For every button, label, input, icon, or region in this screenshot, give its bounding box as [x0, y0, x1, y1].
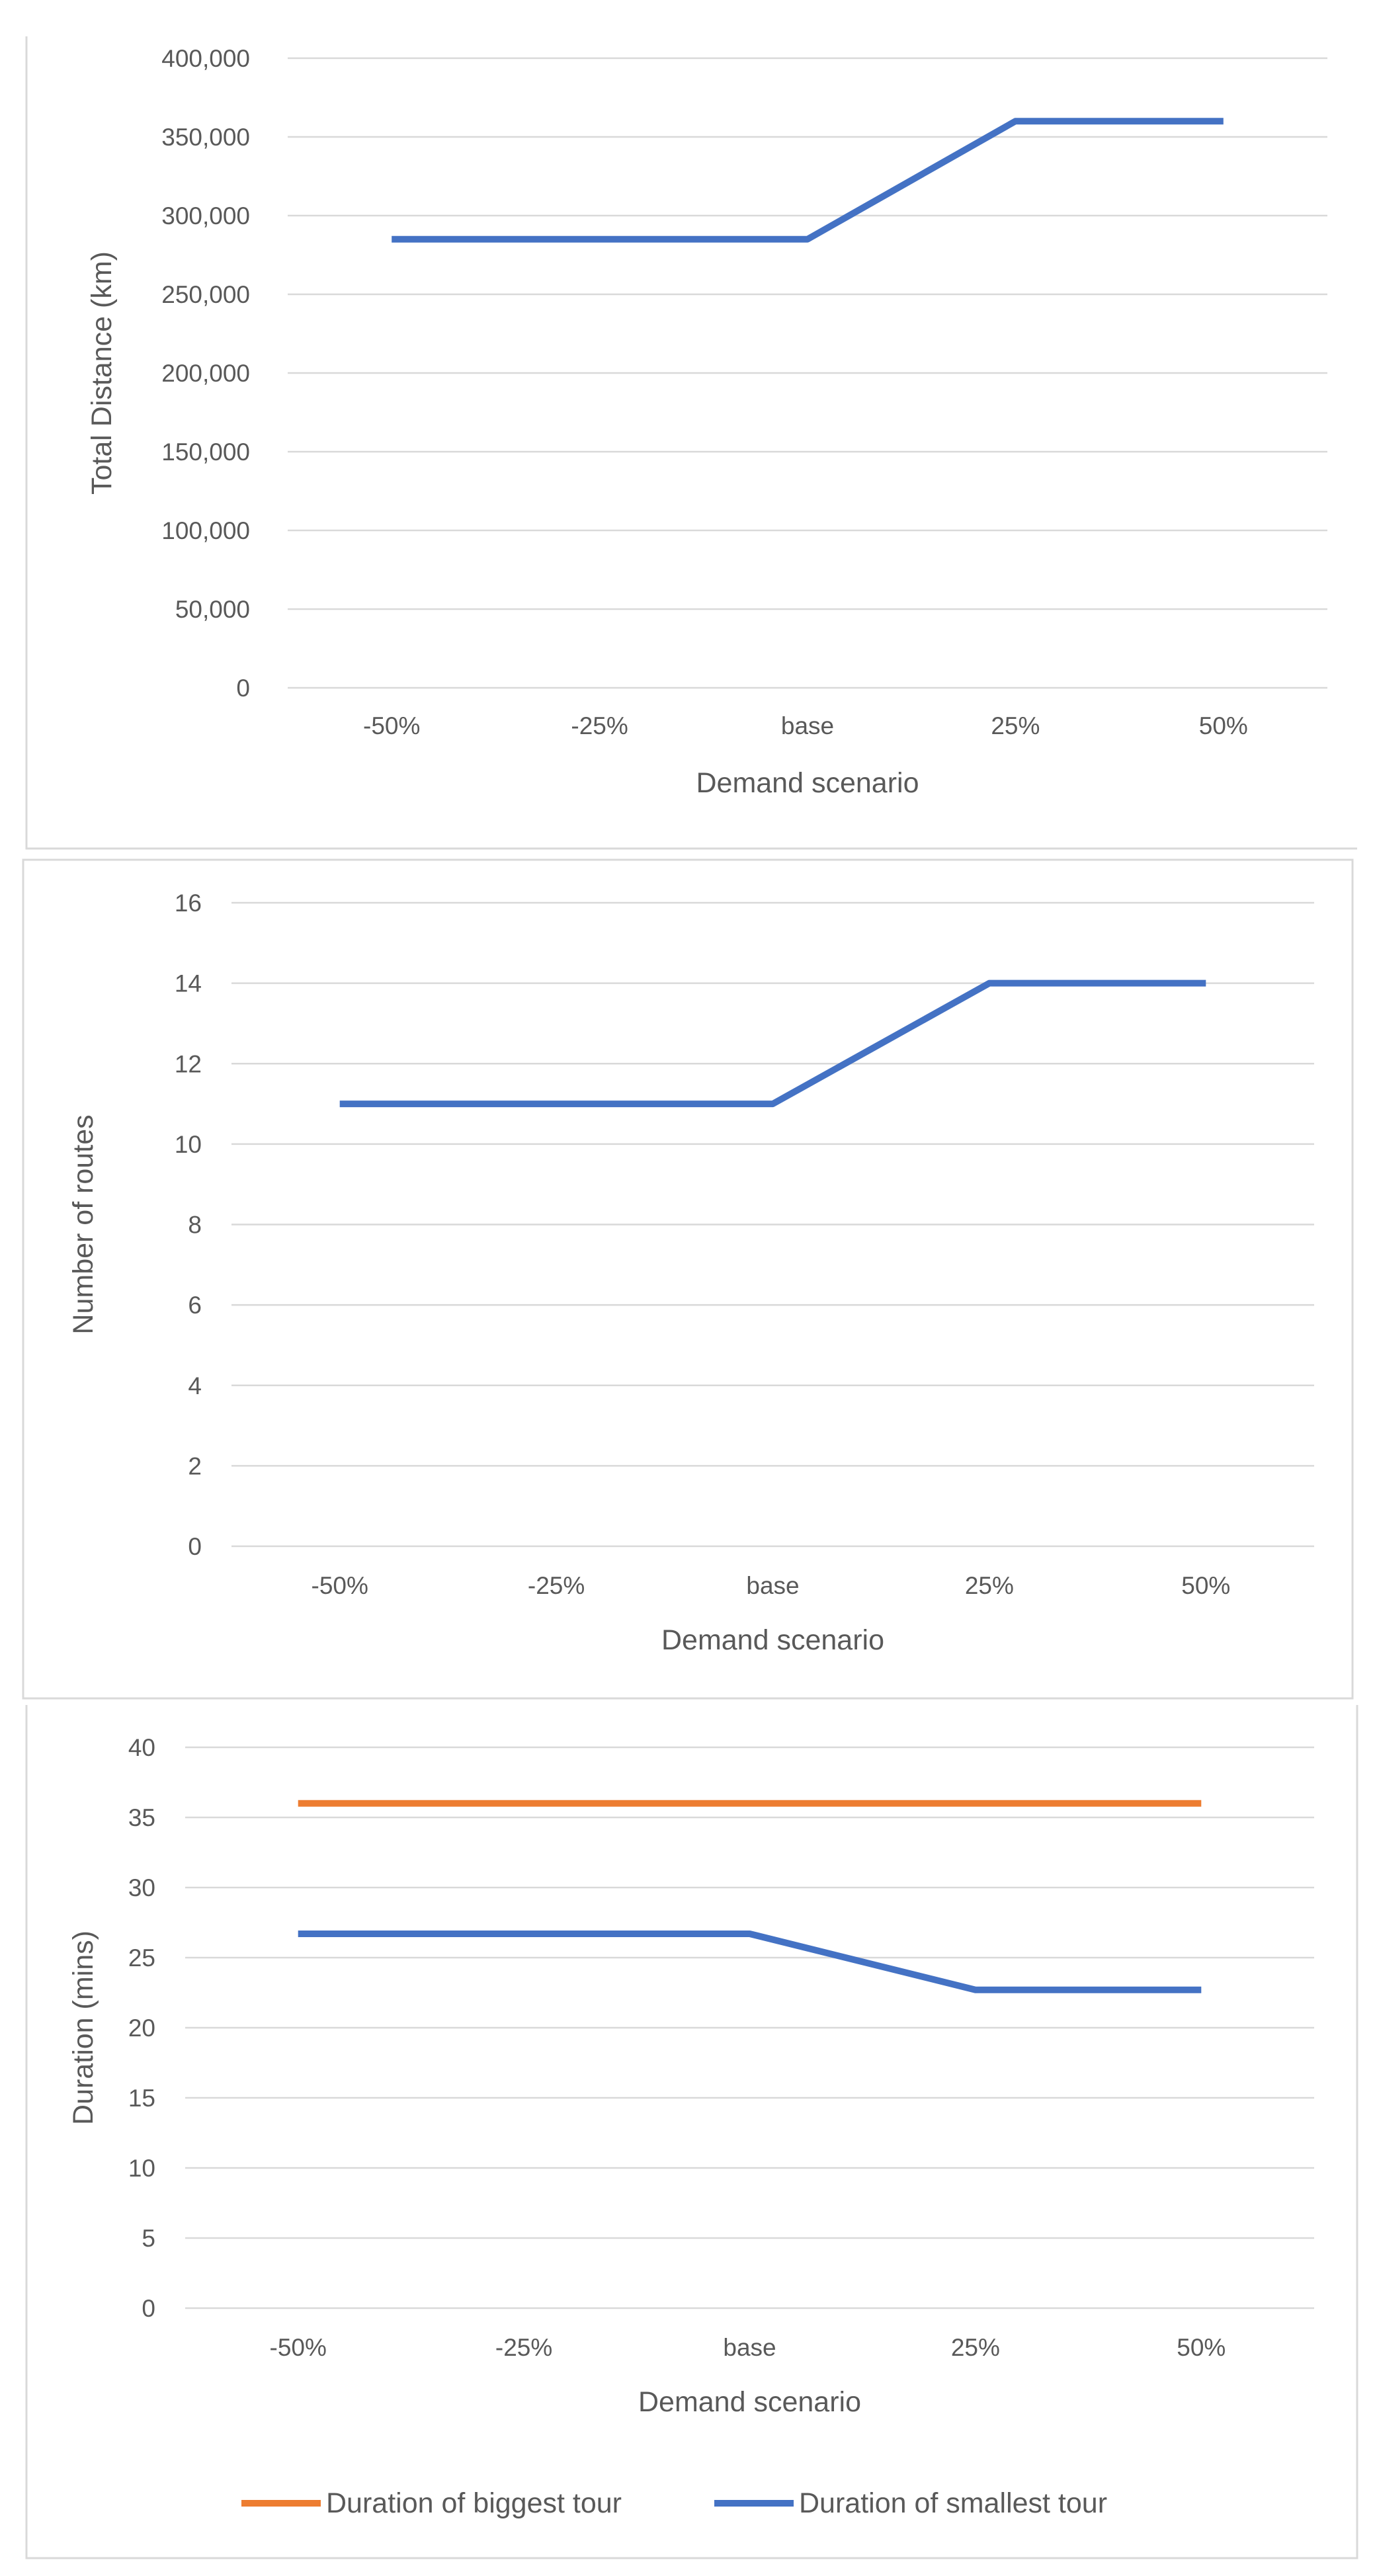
- y-tick-label: 25: [128, 1944, 155, 1972]
- legend-label: Duration of smallest tour: [799, 2487, 1107, 2519]
- y-tick-label: 0: [188, 1533, 202, 1560]
- y-tick-label: 40: [128, 1734, 155, 1761]
- y-tick-label: 12: [175, 1050, 202, 1077]
- series-line: [298, 1930, 1202, 1993]
- x-tick-label: -25%: [528, 1572, 585, 1599]
- y-tick-label: 4: [188, 1372, 202, 1399]
- y-tick-label: 100,000: [161, 517, 250, 544]
- x-axis-title: Demand scenario: [638, 2386, 861, 2418]
- duration-legend: Duration of biggest tour Duration of smal…: [241, 2487, 1107, 2519]
- y-tick-label: 50,000: [175, 596, 250, 623]
- y-tick-label: 250,000: [161, 281, 250, 308]
- y-tick-label: 14: [175, 970, 202, 997]
- number-of-routes-chart: 0 2 4 6 8 10 12 14 16 -50% -25% base 25% 50% Demand sc…: [67, 890, 1314, 1656]
- chart2-frame: [22, 858, 1354, 1700]
- x-tick-label: 50%: [1181, 1572, 1230, 1599]
- x-tick-label: -25%: [495, 2334, 552, 2361]
- y-tick-label: 15: [128, 2085, 155, 2112]
- y-tick-label: 20: [128, 2015, 155, 2042]
- x-axis-title: Demand scenario: [661, 1624, 884, 1656]
- y-axis-title: Duration (mins): [67, 1931, 99, 2125]
- tour-duration-chart: 0 5 10 15 20 25 30 35 40 -50% -25% base 25% 50% Demand…: [67, 1734, 1314, 2418]
- x-tick-label: 50%: [1177, 2334, 1226, 2361]
- chart3-frame: [25, 1705, 1358, 2559]
- y-tick-label: 350,000: [161, 124, 250, 151]
- y-tick-label: 30: [128, 1874, 155, 1901]
- y-tick-label: 200,000: [161, 360, 250, 387]
- series-line: [392, 118, 1224, 243]
- x-tick-label: 25%: [991, 712, 1040, 739]
- x-tick-label: -50%: [270, 2334, 327, 2361]
- y-tick-label: 0: [142, 2295, 155, 2322]
- x-tick-label: -50%: [312, 1572, 368, 1599]
- y-tick-label: 35: [128, 1804, 155, 1831]
- y-tick-label: 10: [175, 1131, 202, 1158]
- y-tick-label: 8: [188, 1212, 202, 1239]
- y-tick-label: 150,000: [161, 438, 250, 466]
- x-tick-label: base: [746, 1572, 799, 1599]
- x-tick-label: 50%: [1199, 712, 1248, 739]
- y-tick-label: 5: [142, 2225, 155, 2252]
- y-axis-title: Total Distance (km): [86, 251, 118, 495]
- y-tick-label: 0: [236, 675, 250, 702]
- chart1-frame: [25, 36, 1357, 850]
- y-tick-label: 10: [128, 2155, 155, 2182]
- x-tick-label: -50%: [363, 712, 420, 739]
- x-axis-title: Demand scenario: [696, 767, 919, 799]
- y-tick-label: 400,000: [161, 45, 250, 72]
- y-axis-title: Number of routes: [67, 1114, 99, 1334]
- y-tick-label: 2: [188, 1452, 202, 1479]
- y-tick-label: 6: [188, 1292, 202, 1319]
- total-distance-chart: 0 50,000 100,000 150,000 200,000 250,000 300,0…: [86, 45, 1327, 799]
- x-tick-label: base: [781, 712, 834, 739]
- x-tick-label: 25%: [965, 1572, 1014, 1599]
- y-tick-label: 300,000: [161, 202, 250, 229]
- series-line: [339, 979, 1206, 1108]
- legend-label: Duration of biggest tour: [326, 2487, 622, 2519]
- y-tick-label: 16: [175, 890, 202, 917]
- x-tick-label: -25%: [571, 712, 628, 739]
- x-tick-label: 25%: [951, 2334, 1000, 2361]
- x-tick-label: base: [723, 2334, 776, 2361]
